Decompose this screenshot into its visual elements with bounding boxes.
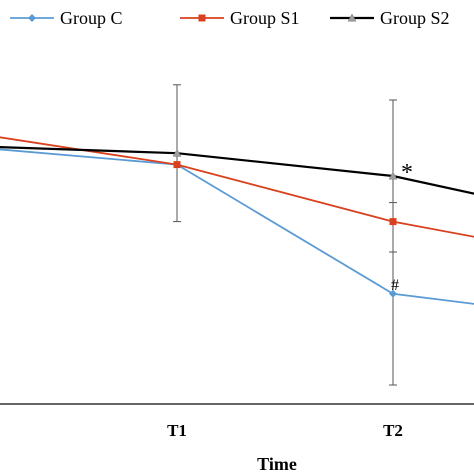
point-group-s1-t1 [173,161,181,169]
x-tick-label-t1: T1 [167,421,187,440]
legend: Group C Group S1 Group S2 [10,8,450,28]
x-axis-label: Time [257,454,297,474]
annotation-hash: # [391,277,399,294]
legend-marker-group-c [28,14,36,22]
series-line-group-c [0,148,474,305]
legend-label-group-s2: Group S2 [380,8,450,28]
series-line-group-s2 [0,146,474,195]
legend-marker-group-s1 [198,14,206,22]
annotation-asterisk: * [401,160,413,186]
point-group-c-t2 [389,289,397,298]
series-line-group-s1 [0,136,474,238]
legend-label-group-c: Group C [60,8,123,28]
point-group-s1-t2 [389,218,397,226]
legend-item-group-s1: Group S1 [180,8,300,28]
legend-marker-group-s2 [347,13,357,22]
x-tick-label-t2: T2 [383,421,403,440]
x-tick-labels: T1 T2 [167,421,403,440]
legend-label-group-s1: Group S1 [230,8,300,28]
legend-item-group-c: Group C [10,8,123,28]
point-group-s2-t2 [388,171,398,180]
point-group-s2-t1 [172,148,182,157]
legend-item-group-s2: Group S2 [330,8,450,28]
plot-area: *# [0,84,474,386]
